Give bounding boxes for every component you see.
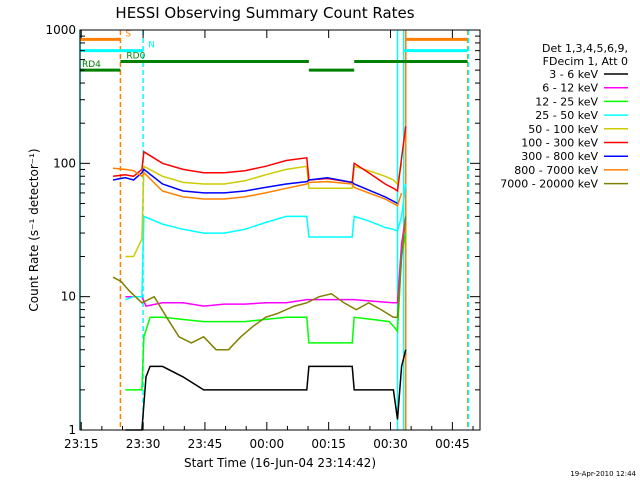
y-axis-ticks: 1 10 100 1000 bbox=[45, 23, 480, 437]
legend-header-0: Det 1,3,4,5,6,9, bbox=[542, 42, 628, 55]
flag-label-s: S bbox=[125, 29, 131, 39]
y-tick-label-1: 10 bbox=[61, 290, 76, 304]
x-axis-label: Start Time (16-Jun-04 23:14:42) bbox=[184, 456, 376, 470]
x-tick-label-4: 00:15 bbox=[311, 437, 346, 451]
legend-label-5: 100 - 300 keV bbox=[521, 137, 598, 150]
legend-label-7: 800 - 7000 keV bbox=[514, 164, 598, 177]
timestamp: 19-Apr-2010 12:44 bbox=[570, 470, 636, 478]
chart-title: HESSI Observing Summary Count Rates bbox=[115, 4, 414, 22]
x-tick-label-0: 23:15 bbox=[64, 437, 99, 451]
x-axis-ticks: 23:15 23:30 23:45 00:00 00:15 00:30 00:45 bbox=[64, 30, 474, 451]
series-line-8 bbox=[112, 216, 407, 351]
y-tick-label-0: 1 bbox=[68, 423, 76, 437]
y-tick-label-3: 1000 bbox=[45, 23, 76, 37]
legend-label-1: 6 - 12 keV bbox=[542, 82, 598, 95]
legend-label-4: 50 - 100 keV bbox=[528, 123, 598, 136]
legend: Det 1,3,4,5,6,9,FDecim 1, Att 03 - 6 keV… bbox=[500, 42, 628, 191]
legend-header-1: FDecim 1, Att 0 bbox=[543, 55, 628, 68]
y-tick-label-2: 100 bbox=[53, 156, 76, 170]
series-line-7 bbox=[112, 167, 403, 207]
series-line-3 bbox=[125, 183, 407, 301]
legend-label-0: 3 - 6 keV bbox=[549, 68, 598, 81]
y-axis-label: Count Rate (s⁻¹ detector⁻¹) bbox=[27, 148, 41, 311]
x-tick-label-6: 00:45 bbox=[435, 437, 470, 451]
flag-label-rd0: RD0 bbox=[126, 52, 145, 62]
series-line-1 bbox=[125, 216, 407, 307]
legend-label-3: 25 - 50 keV bbox=[535, 109, 598, 122]
legend-label-2: 12 - 25 keV bbox=[535, 95, 598, 108]
series-line-4 bbox=[125, 163, 403, 258]
x-tick-label-2: 23:45 bbox=[188, 437, 223, 451]
flag-vertical-lines bbox=[79, 30, 470, 430]
x-tick-label-3: 00:00 bbox=[250, 437, 285, 451]
series-line-6 bbox=[112, 168, 398, 205]
legend-label-6: 300 - 800 keV bbox=[521, 150, 598, 163]
series-line-5 bbox=[112, 126, 407, 193]
series-lines bbox=[112, 126, 407, 431]
series-line-0 bbox=[125, 349, 407, 431]
x-tick-label-1: 23:30 bbox=[126, 437, 161, 451]
plot-frame bbox=[79, 29, 481, 431]
series-line-2 bbox=[125, 232, 407, 391]
legend-label-8: 7000 - 20000 keV bbox=[500, 178, 598, 191]
flag-label-n: N bbox=[148, 41, 155, 51]
flag-label-rd4: RD4 bbox=[82, 60, 101, 70]
x-tick-label-5: 00:30 bbox=[373, 437, 408, 451]
